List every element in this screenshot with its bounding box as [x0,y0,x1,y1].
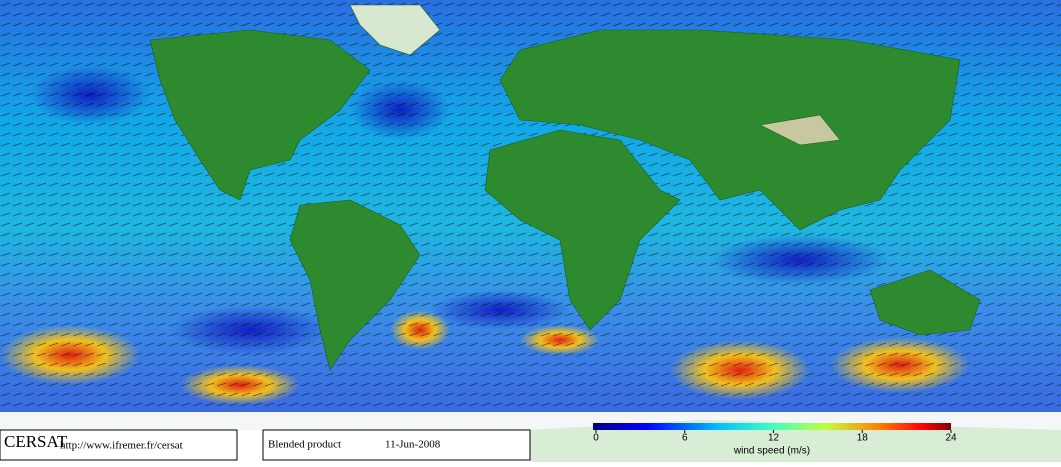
colorbar-tick-label: 24 [945,433,957,444]
antarctica-land [530,420,1061,462]
date: 11-Jun-2008 [385,439,441,451]
colorbar-tick-label: 0 [593,433,599,444]
logo-box [0,429,238,461]
colorbar-tick-label: 18 [857,433,869,444]
logo: CERSAT [4,432,68,451]
colorbar-tick-label: 6 [682,433,688,444]
url: http://www.ifremer.fr/cersat [60,440,183,452]
product-box [262,429,531,461]
continents [149,4,981,371]
product: Blended product [268,439,341,451]
colorbar-tick-label: 12 [768,433,780,444]
colorbar-label: wind speed (m/s) [733,446,810,457]
colorbar [593,423,951,430]
